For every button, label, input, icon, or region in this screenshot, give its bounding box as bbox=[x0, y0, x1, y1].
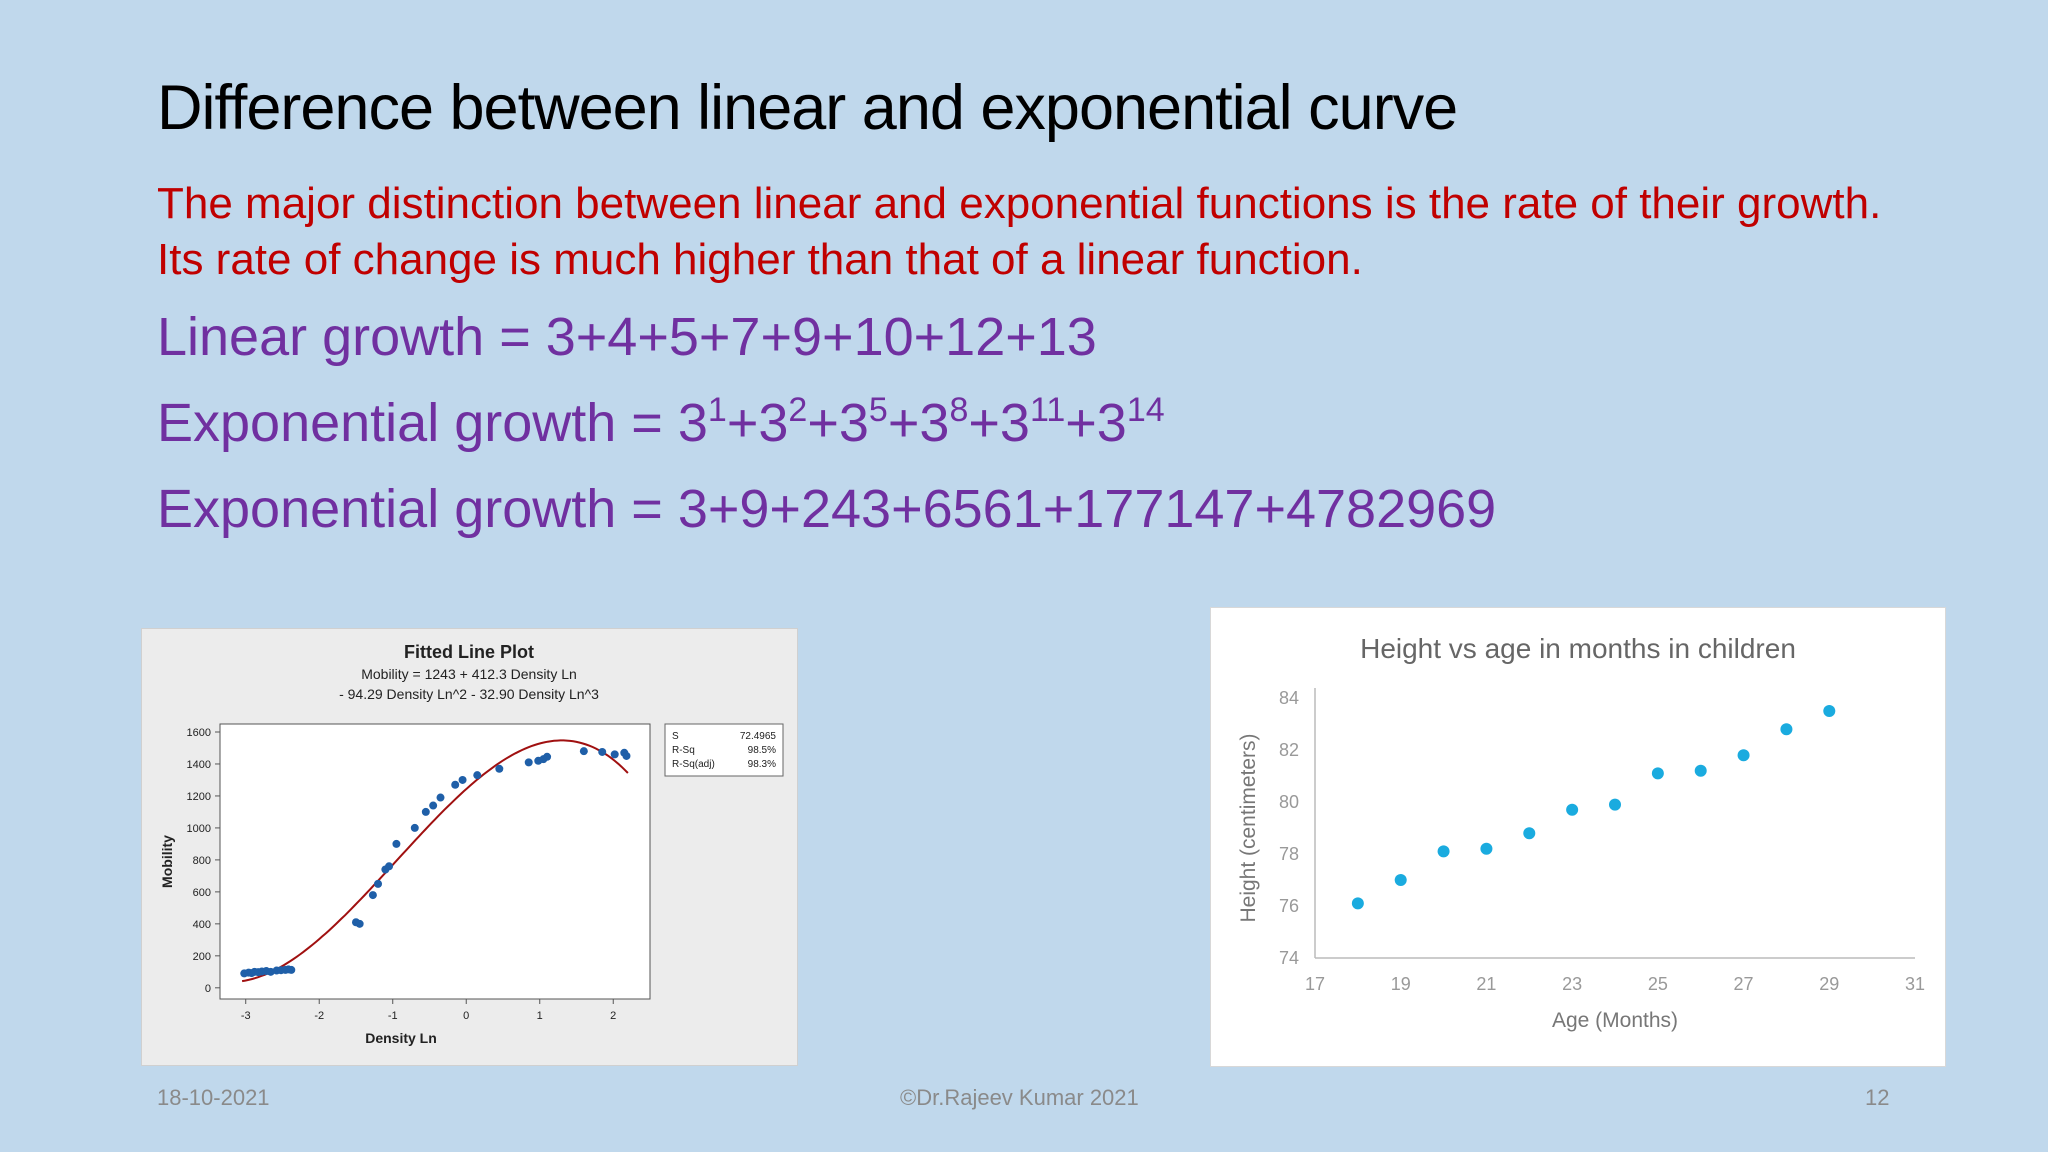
stats-value: 98.5% bbox=[748, 745, 776, 756]
fitted-line-plot-panel: Fitted Line Plot Mobility = 1243 + 412.3 … bbox=[141, 628, 798, 1066]
x-axis-label: Density Ln bbox=[365, 1030, 437, 1046]
x-tick-label: 31 bbox=[1905, 974, 1925, 994]
y-axis-label: Height (centimeters) bbox=[1237, 733, 1260, 922]
data-point bbox=[579, 747, 588, 756]
data-point bbox=[1566, 803, 1579, 816]
data-point bbox=[421, 807, 430, 816]
x-tick-label: 21 bbox=[1476, 974, 1496, 994]
data-point bbox=[543, 752, 552, 761]
chart-title: Fitted Line Plot bbox=[404, 642, 534, 662]
fit-line bbox=[241, 739, 629, 983]
x-tick-label: 19 bbox=[1391, 974, 1411, 994]
stats-label: S bbox=[672, 731, 679, 742]
x-tick-label: 1 bbox=[537, 1010, 543, 1022]
data-point bbox=[610, 750, 619, 759]
y-tick-label: 800 bbox=[193, 855, 211, 867]
data-point bbox=[392, 839, 401, 848]
x-tick-label: 27 bbox=[1734, 974, 1754, 994]
data-point bbox=[1609, 798, 1621, 811]
y-tick-label: 600 bbox=[193, 887, 211, 899]
data-point bbox=[622, 751, 631, 760]
exponential-growth-values-formula: Exponential growth = 3+9+243+6561+177147… bbox=[157, 479, 1497, 539]
y-axis-label: Mobility bbox=[159, 835, 175, 888]
y-tick-label: 1600 bbox=[187, 727, 211, 739]
exponent: 11 bbox=[1029, 391, 1066, 429]
chart-subtitle: - 94.29 Density Ln^2 - 32.90 Density Ln^… bbox=[339, 686, 599, 702]
y-tick-label: 1400 bbox=[187, 759, 211, 771]
x-tick-label: 25 bbox=[1648, 974, 1668, 994]
y-tick-label: 80 bbox=[1279, 792, 1299, 812]
x-tick-label: 0 bbox=[463, 1010, 469, 1022]
data-point bbox=[451, 780, 460, 789]
y-tick-label: 78 bbox=[1279, 844, 1299, 864]
data-point bbox=[1437, 845, 1450, 858]
data-point bbox=[287, 965, 296, 974]
stats-label: R-Sq(adj) bbox=[672, 759, 715, 770]
data-point bbox=[385, 862, 394, 871]
exponent: 8 bbox=[949, 391, 969, 429]
slide-title: Difference between linear and exponentia… bbox=[157, 73, 1458, 143]
x-tick-label: 2 bbox=[610, 1010, 616, 1022]
data-point bbox=[1480, 842, 1493, 855]
exp-formula-label: Exponential growth = bbox=[157, 393, 678, 453]
data-point bbox=[1694, 764, 1707, 777]
data-point bbox=[374, 879, 383, 888]
stats-value: 72.4965 bbox=[740, 731, 777, 742]
x-tick-label: -3 bbox=[241, 1010, 251, 1022]
footer-copyright: ©Dr.Rajeev Kumar 2021 bbox=[900, 1085, 1139, 1110]
data-point bbox=[1823, 705, 1836, 717]
data-point bbox=[524, 758, 533, 767]
data-point bbox=[1394, 874, 1407, 886]
footer-page-number: 12 bbox=[1865, 1085, 1890, 1110]
intro-text: The major distinction between linear and… bbox=[157, 179, 1882, 284]
x-tick-label: -1 bbox=[388, 1010, 398, 1022]
height-vs-age-chart: Height vs age in months in children 74 76 7… bbox=[1237, 633, 1925, 1032]
data-point bbox=[1780, 723, 1793, 736]
plot-area bbox=[219, 723, 651, 1000]
y-tick-label: 84 bbox=[1279, 688, 1299, 708]
x-tick-label: 29 bbox=[1819, 974, 1839, 994]
exp-formula-terms: 31+32+35+38+311+314 bbox=[677, 391, 1165, 453]
data-point bbox=[458, 775, 467, 784]
exponent: 14 bbox=[1126, 391, 1165, 429]
data-point bbox=[368, 891, 377, 900]
x-tick-label: 17 bbox=[1305, 974, 1325, 994]
data-point bbox=[1737, 749, 1750, 762]
y-tick-label: 82 bbox=[1279, 740, 1299, 760]
stats-label: R-Sq bbox=[672, 745, 695, 756]
stats-value: 98.3% bbox=[748, 759, 776, 770]
data-point bbox=[1523, 827, 1536, 840]
stats-box bbox=[664, 723, 784, 777]
y-tick-label: 74 bbox=[1279, 948, 1299, 968]
data-point bbox=[355, 919, 364, 928]
data-point bbox=[598, 747, 607, 756]
data-point bbox=[495, 764, 504, 773]
x-tick-label: 23 bbox=[1562, 974, 1582, 994]
x-tick-label: -2 bbox=[314, 1010, 324, 1022]
y-tick-label: 400 bbox=[193, 919, 211, 931]
exponent: 1 bbox=[707, 391, 727, 429]
exponent: 2 bbox=[788, 391, 808, 429]
data-point bbox=[410, 823, 419, 832]
exponential-growth-powers-formula: Exponential growth = 31+32+35+38+311+314 bbox=[157, 392, 1165, 454]
exponent: 5 bbox=[868, 391, 888, 429]
data-point bbox=[429, 801, 438, 810]
y-tick-label: 200 bbox=[193, 951, 211, 963]
data-point bbox=[473, 771, 482, 780]
data-point bbox=[1351, 897, 1364, 910]
y-tick-label: 1000 bbox=[187, 823, 211, 835]
chart-title: Height vs age in months in children bbox=[1360, 633, 1796, 664]
y-tick-label: 1200 bbox=[187, 791, 211, 803]
y-tick-label: 0 bbox=[205, 983, 211, 995]
x-axis-label: Age (Months) bbox=[1552, 1009, 1678, 1032]
linear-growth-formula: Linear growth = 3+4+5+7+9+10+12+13 bbox=[157, 307, 1097, 367]
data-point bbox=[1651, 767, 1664, 780]
data-point bbox=[436, 793, 445, 802]
y-tick-label: 76 bbox=[1279, 896, 1299, 916]
fitted-line-plot: Fitted Line Plot Mobility = 1243 + 412.3 … bbox=[159, 642, 784, 1046]
height-vs-age-panel: Height vs age in months in children 74 76 7… bbox=[1210, 607, 1946, 1067]
chart-subtitle: Mobility = 1243 + 412.3 Density Ln bbox=[361, 666, 577, 682]
footer-date: 18-10-2021 bbox=[157, 1085, 270, 1110]
